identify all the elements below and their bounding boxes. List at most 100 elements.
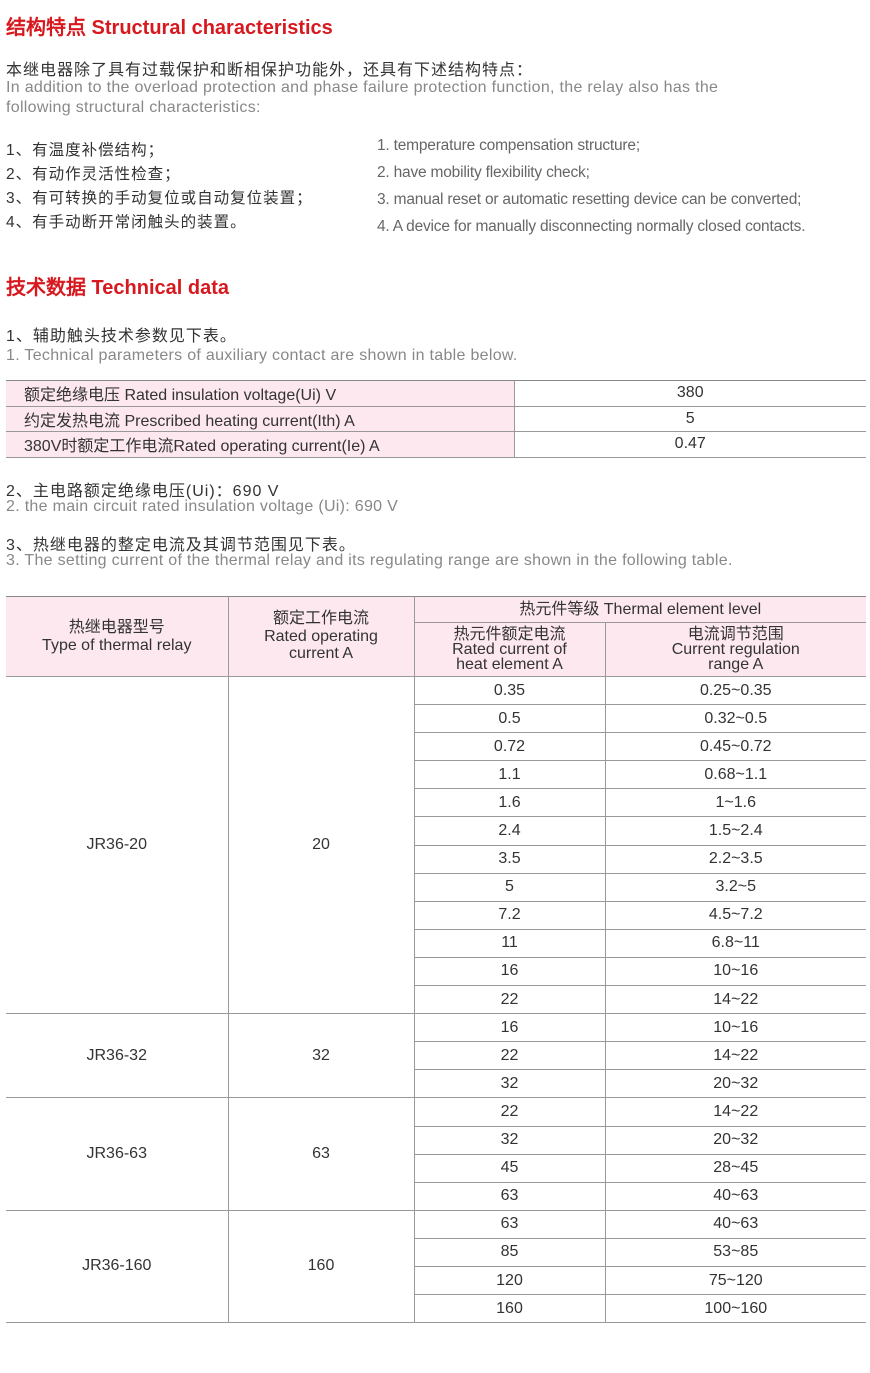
model-cell: JR36-160	[6, 1209, 229, 1324]
heat-element-current-cell: 0.35	[413, 675, 606, 706]
model-cell: JR36-20	[6, 675, 229, 1015]
intro-cn: 本继电器除了具有过载保护和断相保护功能外，还具有下述结构特点：	[6, 62, 534, 79]
table-row: 380V时额定工作电流Rated operating current(Ie) A…	[6, 431, 866, 458]
header-heat-en: Rated current of	[452, 640, 567, 658]
param-value: 380	[514, 380, 866, 407]
regulation-range-cell: 0.25~0.35	[604, 675, 867, 706]
heat-element-current-cell: 160	[414, 1294, 606, 1324]
table-row: JR36-63 63 22 14~22	[6, 1097, 867, 1211]
header-level: 热元件等级 Thermal element level	[413, 596, 867, 623]
heat-element-current-cell: 11	[414, 928, 606, 958]
param-value: 0.47	[514, 431, 866, 458]
table-row: 0.72 0.45~0.72	[6, 732, 867, 762]
param-value: 5	[514, 406, 866, 433]
regulation-range-cell: 3.2~5	[604, 872, 867, 902]
header-rated: 额定工作电流 Rated operating current A	[227, 596, 415, 677]
regulation-range-cell: 6.8~11	[604, 928, 867, 958]
header-range-cn: 电流调节范围	[687, 625, 784, 643]
regulation-range-cell: 10~16	[604, 956, 867, 987]
heat-element-current-cell: 120	[414, 1265, 606, 1296]
list-item-cn: 1、有温度补偿结构；	[6, 142, 165, 159]
header-heat-en: heat element A	[456, 656, 563, 674]
model-cell: JR36-63	[6, 1097, 229, 1211]
intro-en-1: In addition to the overload protection a…	[6, 79, 719, 96]
regulation-range-cell: 0.68~1.1	[604, 760, 867, 790]
heat-element-current-cell: 5	[414, 872, 606, 902]
header-range-en: Current regulation	[671, 640, 800, 658]
heat-element-current-cell: 63	[413, 1209, 606, 1239]
heat-element-current-cell: 1.6	[414, 788, 606, 818]
table-row: 2.4 1.5~2.4	[6, 816, 867, 846]
table-row: 约定发热电流 Prescribed heating current(Ith) A…	[6, 406, 866, 433]
table-row: 1.1 0.68~1.1	[6, 760, 867, 790]
regulation-range-cell: 20~32	[604, 1125, 867, 1155]
header-range: 电流调节范围 Current regulation range A	[604, 622, 867, 677]
header-heat-cn: 热元件额定电流	[453, 625, 566, 643]
table-row: 85 53~85	[6, 1237, 867, 1267]
regulation-range-cell: 10~16	[604, 1013, 867, 1043]
heat-element-current-cell: 16	[413, 1013, 606, 1043]
table-row: 22 14~22	[6, 1041, 867, 1071]
regulation-range-cell: 14~22	[604, 1097, 867, 1127]
heat-element-current-cell: 3.5	[414, 844, 606, 874]
regulation-range-cell: 14~22	[604, 985, 867, 1015]
regulation-range-cell: 20~32	[604, 1069, 867, 1099]
heat-element-current-cell: 2.4	[414, 816, 606, 846]
regulation-range-cell: 28~45	[604, 1153, 867, 1183]
header-rated-en: current A	[288, 645, 354, 663]
list-item-cn: 2、有动作灵活性检查；	[6, 166, 181, 183]
regulation-range-cell: 1~1.6	[604, 788, 867, 818]
heat-element-current-cell: 22	[413, 1097, 606, 1127]
regulation-range-cell: 0.45~0.72	[604, 732, 867, 762]
table-row: 32 20~32	[6, 1069, 867, 1099]
list-item-cn: 3、有可转换的手动复位或自动复位装置；	[6, 190, 313, 207]
regulation-range-cell: 1.5~2.4	[604, 816, 867, 846]
regulation-range-cell: 4.5~7.2	[604, 900, 867, 930]
model-cell: JR36-32	[6, 1013, 229, 1099]
table-row: 120 75~120	[6, 1265, 867, 1296]
regulation-range-cell: 75~120	[604, 1265, 867, 1296]
heat-element-current-cell: 1.1	[414, 760, 606, 790]
rated-current-cell: 20	[227, 675, 415, 1015]
heat-element-current-cell: 16	[414, 956, 606, 987]
heat-element-current-cell: 85	[414, 1237, 606, 1267]
heat-element-current-cell: 32	[414, 1069, 606, 1099]
header-type-en: Type of thermal relay	[42, 636, 192, 654]
table-row: 11 6.8~11	[6, 928, 867, 958]
p2-en: 2. the main circuit rated insulation vol…	[6, 498, 399, 515]
rated-current-cell: 32	[227, 1013, 415, 1099]
table-row: 63 40~63	[6, 1181, 867, 1211]
regulation-range-cell: 14~22	[604, 1041, 867, 1071]
section-title-technical: 技术数据 Technical data	[6, 277, 230, 299]
thermal-relay-table: 热继电器型号 Type of thermal relay 额定工作电流 Rated …	[6, 596, 867, 1324]
list-item-en: 3. manual reset or automatic resetting d…	[377, 191, 802, 208]
list-item-cn: 4、有手动断开常闭触头的装置。	[6, 214, 247, 231]
param-name: 额定绝缘电压 Rated insulation voltage(Ui) V	[6, 380, 515, 407]
rated-current-cell: 160	[227, 1209, 415, 1324]
param-name: 380V时额定工作电流Rated operating current(Ie) A	[6, 431, 515, 458]
table-row: 16 10~16	[6, 956, 867, 987]
list-item-en: 4. A device for manually disconnecting n…	[377, 218, 806, 235]
regulation-range-cell: 40~63	[604, 1209, 867, 1239]
list-item-en: 2. have mobility flexibility check;	[377, 164, 590, 181]
p1-en: 1. Technical parameters of auxiliary con…	[6, 347, 518, 364]
heat-element-current-cell: 63	[414, 1181, 606, 1211]
table-row: 32 20~32	[6, 1125, 867, 1155]
p3-cn: 3、热继电器的整定电流及其调节范围见下表。	[6, 537, 356, 554]
header-type: 热继电器型号 Type of thermal relay	[6, 596, 229, 677]
table-row: 0.5 0.32~0.5	[6, 704, 867, 734]
heat-element-current-cell: 0.5	[414, 704, 606, 734]
param-name: 约定发热电流 Prescribed heating current(Ith) A	[6, 406, 515, 433]
header-range-en: range A	[708, 656, 764, 674]
regulation-range-cell: 40~63	[604, 1181, 867, 1211]
rated-current-cell: 63	[227, 1097, 415, 1211]
heat-element-current-cell: 7.2	[414, 900, 606, 930]
table-row: JR36-20 20 0.35 0.25~0.35	[6, 675, 867, 1015]
table-row: 22 14~22	[6, 985, 867, 1015]
table-row: 额定绝缘电压 Rated insulation voltage(Ui) V 380	[6, 380, 866, 407]
table-row: 3.5 2.2~3.5	[6, 844, 867, 874]
table-row: JR36-160 160 63 40~63	[6, 1209, 867, 1324]
aux-contact-table: 额定绝缘电压 Rated insulation voltage(Ui) V 380…	[6, 380, 866, 458]
p1-cn: 1、辅助触头技术参数见下表。	[6, 328, 237, 345]
header-rated-cn: 额定工作电流	[272, 610, 369, 628]
